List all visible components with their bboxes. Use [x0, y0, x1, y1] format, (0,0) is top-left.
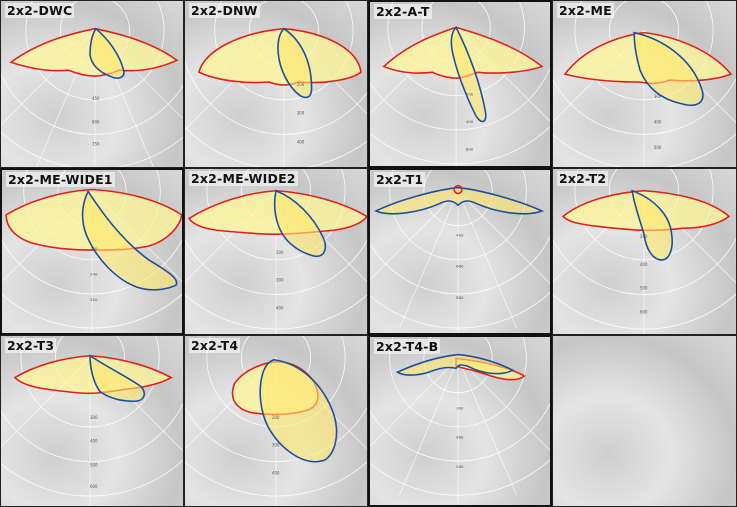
polar-diagram-t2: 200 400 500 600	[553, 169, 736, 334]
tick-2: 600	[466, 146, 474, 151]
lobe-blue-t4	[259, 358, 338, 463]
panel-label: 2x2-ME-WIDE2	[189, 171, 298, 186]
panel-t3[interactable]: 300 400 500 600 2x2-T3	[0, 335, 184, 507]
lobe-blue-me	[633, 31, 704, 106]
tick-1: 300	[297, 111, 305, 116]
panel-t4[interactable]: 200 300 400 2x2-T4	[184, 335, 368, 507]
tick-2: 800	[456, 295, 464, 300]
tick-0: 200	[276, 250, 284, 255]
polar-diagram-t3: 300 400 500 600	[1, 336, 183, 506]
tick-2: 750	[92, 141, 100, 146]
tick-1: 400	[456, 435, 464, 440]
lobe-blue-t4-b	[395, 353, 515, 376]
panel-label: 2x2-T2	[557, 171, 609, 186]
tick-0: 300	[654, 94, 662, 99]
lobe-blue-me-wide2	[273, 189, 327, 258]
lobe-blue-t3	[89, 354, 146, 403]
polar-diagram-me-wide2: 200 300 400	[185, 169, 367, 334]
polar-diagram-dwc: 450 600 750	[1, 1, 183, 167]
panel-label: 2x2-T3	[5, 338, 57, 353]
tick-1: 300	[272, 443, 280, 448]
panel-dwc[interactable]: 450 600 750 2x2-DWC	[0, 0, 184, 168]
tick-2: 500	[654, 145, 662, 150]
polar-diagram-dnw: 200 300 400	[185, 1, 367, 167]
tick-0: 200	[640, 234, 648, 239]
tick-0: 300	[90, 415, 98, 420]
tick-2: 500	[456, 464, 464, 469]
lobe-blue-t2	[631, 189, 673, 261]
tick-2: 400	[297, 139, 305, 144]
tick-3: 600	[90, 484, 98, 489]
polar-diagram-a-t: 200 400 600	[370, 2, 550, 166]
panel-t2[interactable]: 200 400 500 600 2x2-T2	[552, 168, 737, 335]
tick-2: 320	[90, 297, 98, 302]
panel-empty	[552, 335, 737, 507]
tick-2: 400	[272, 470, 280, 475]
panel-dnw[interactable]: 200 300 400 2x2-DNW	[184, 0, 368, 168]
tick-0: 300	[456, 405, 464, 410]
panel-label: 2x2-DWC	[5, 3, 75, 18]
polar-diagram-me-wide1: 160 240 320	[2, 170, 182, 333]
tick-0: 200	[466, 92, 474, 97]
tick-0: 450	[92, 96, 100, 101]
polar-diagram-t1: 400 600 800	[370, 170, 550, 333]
panel-t1[interactable]: 400 600 800 2x2-T1	[368, 168, 552, 335]
tick-2: 500	[640, 286, 648, 291]
panel-label: 2x2-A-T	[374, 4, 432, 19]
lobe-blue-dnw	[277, 27, 313, 99]
panel-me-wide1[interactable]: 160 240 320 2x2-ME-WIDE1	[0, 168, 184, 335]
polar-diagram-t4-b: 300 400 500	[370, 337, 550, 505]
tick-1: 600	[92, 120, 100, 125]
tick-1: 400	[640, 262, 648, 267]
panel-a-t[interactable]: 200 400 600 2x2-A-T	[368, 0, 552, 168]
tick-1: 600	[456, 264, 464, 269]
lobe-blue-a-t	[450, 26, 487, 123]
lobe-blue-dwc	[89, 27, 125, 79]
polar-diagram-me: 300 400 500	[553, 1, 736, 167]
tick-3: 600	[640, 309, 648, 314]
lobe-blue-me-wide1	[81, 189, 178, 291]
panel-label: 2x2-ME-WIDE1	[6, 172, 115, 187]
lobe-red-t1	[453, 184, 463, 195]
panel-me[interactable]: 300 400 500 2x2-ME	[552, 0, 737, 168]
panel-label: 2x2-T4-B	[374, 339, 441, 354]
tick-1: 400	[654, 120, 662, 125]
tick-2: 500	[90, 462, 98, 467]
panel-t4-b[interactable]: 300 400 500 2x2-T4-B	[368, 335, 552, 507]
panel-label: 2x2-ME	[557, 3, 614, 18]
lobe-blue-t1	[374, 186, 545, 215]
polar-diagram-t4: 200 300 400	[185, 336, 367, 506]
tick-1: 240	[90, 271, 98, 276]
panel-me-wide2[interactable]: 200 300 400 2x2-ME-WIDE2	[184, 168, 368, 335]
tick-0: 160	[90, 246, 98, 251]
tick-0: 400	[456, 232, 464, 237]
tick-0: 200	[297, 82, 305, 87]
panel-label: 2x2-T4	[189, 338, 241, 353]
tick-1: 400	[466, 119, 474, 124]
tick-0: 200	[272, 415, 280, 420]
panel-label: 2x2-T1	[374, 172, 426, 187]
panel-label: 2x2-DNW	[189, 3, 260, 18]
tick-2: 400	[276, 305, 284, 310]
tick-1: 300	[276, 278, 284, 283]
tick-1: 400	[90, 439, 98, 444]
